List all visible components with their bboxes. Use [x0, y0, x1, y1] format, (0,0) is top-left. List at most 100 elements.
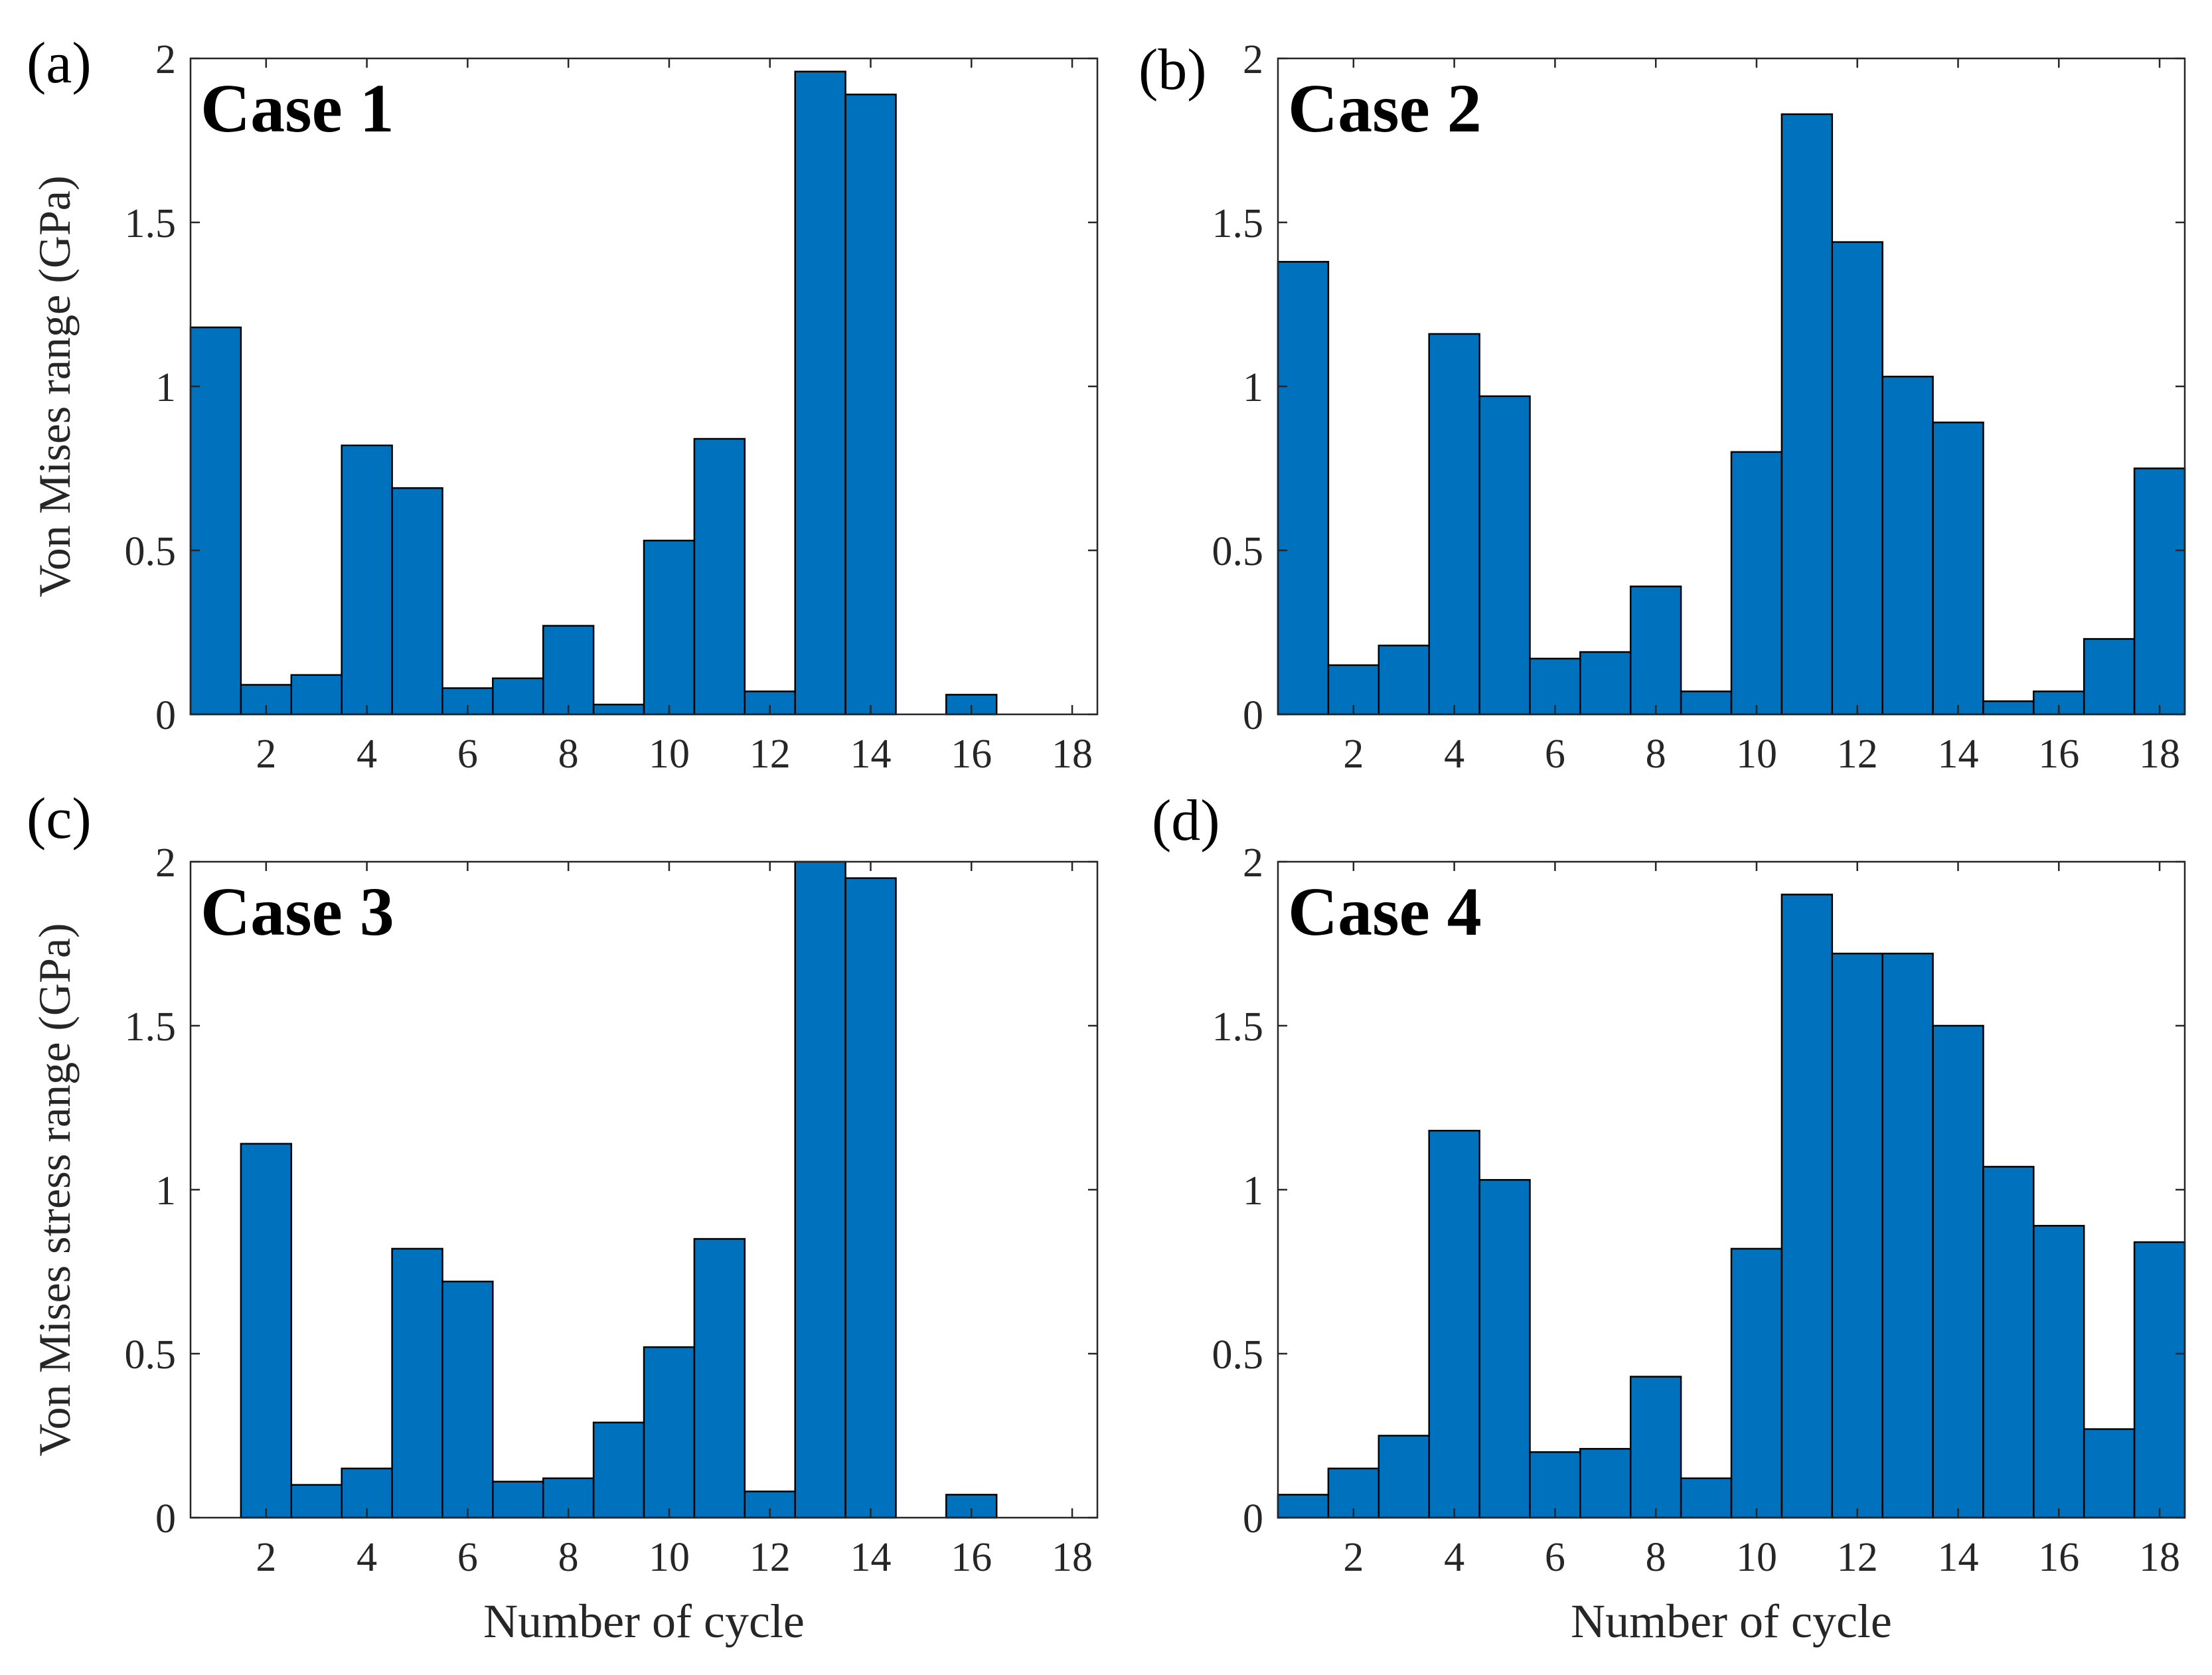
- case-title: Case 1: [200, 70, 394, 147]
- bar-cycle-4: [1428, 333, 1480, 716]
- bar-cycle-3: [1378, 645, 1430, 716]
- bar-cycle-4: [341, 444, 393, 716]
- bar-cycle-6: [441, 1281, 494, 1519]
- x-tick-label: 2: [256, 732, 276, 777]
- x-tick-label: 18: [2139, 732, 2180, 777]
- x-tick-label: 4: [356, 732, 377, 777]
- y-tick-label: 1: [155, 365, 176, 410]
- x-tick-label: 16: [951, 1535, 992, 1580]
- x-tick-label: 4: [1444, 732, 1464, 777]
- y-tick-label: 2: [155, 840, 176, 886]
- bar-cycle-3: [290, 674, 343, 716]
- bar-cycle-13: [794, 70, 846, 716]
- bar-cycle-7: [1579, 1448, 1632, 1519]
- bar-cycle-12: [1831, 953, 1883, 1519]
- bar-cycle-13: [794, 860, 846, 1519]
- x-tick-label: 12: [750, 1535, 791, 1580]
- x-tick-label: 16: [2038, 1535, 2079, 1580]
- y-tick-label: 1.5: [1212, 1004, 1264, 1050]
- x-tick-label: 18: [2139, 1535, 2180, 1580]
- y-tick-label: 0.5: [125, 1332, 177, 1378]
- bar-cycle-16: [2033, 1225, 2085, 1519]
- bar-cycle-9: [1680, 1477, 1733, 1519]
- x-tick-label: 8: [558, 732, 579, 777]
- bar-cycle-11: [693, 438, 746, 716]
- bar-cycle-11: [693, 1237, 746, 1519]
- y-tick-label: 2: [1243, 37, 1263, 82]
- bar-cycle-5: [391, 487, 443, 716]
- bar-cycle-5: [391, 1247, 443, 1519]
- bar-cycle-1: [1277, 1494, 1330, 1519]
- x-tick-label: 4: [1444, 1535, 1464, 1580]
- x-tick-label: 6: [1545, 732, 1565, 777]
- y-tick-label: 0: [155, 693, 176, 738]
- y-tick-label: 2: [1243, 840, 1263, 886]
- bar-cycle-18: [2133, 467, 2186, 716]
- y-tick-label: 0.5: [1212, 1332, 1264, 1378]
- panel-4: 2 4 6 8 10 12 14 16 18 0 0.5 1 1.5 2 Case 4 (d) Number o…: [1152, 789, 2186, 1648]
- bar-cycle-5: [1478, 395, 1531, 716]
- y-tick-label: 1: [1243, 1168, 1263, 1214]
- panel-label: (b): [1139, 38, 1207, 102]
- x-tick-label: 6: [457, 1535, 478, 1580]
- bar-cycle-10: [1730, 1247, 1783, 1519]
- x-tick-label: 10: [1736, 732, 1777, 777]
- bar-cycle-13: [1881, 375, 1934, 716]
- panel-3: 2 4 6 8 10 12 14 16 18 0 0.5 1 1.5 2 Case 3 (c) Von Mise…: [27, 787, 1099, 1648]
- bar-cycle-7: [492, 1480, 544, 1519]
- x-tick-label: 6: [1545, 1535, 1565, 1580]
- y-tick-label: 0.5: [125, 529, 177, 574]
- case-title: Case 2: [1288, 70, 1482, 147]
- y-axis-label: Von Mises range (GPa): [29, 175, 80, 597]
- x-tick-label: 16: [951, 732, 992, 777]
- bar-cycle-13: [1881, 953, 1934, 1519]
- x-tick-label: 8: [1646, 732, 1666, 777]
- bar-cycle-12: [1831, 241, 1883, 716]
- bar-cycle-14: [844, 877, 897, 1519]
- y-tick-label: 0.5: [1212, 529, 1264, 574]
- bar-cycle-3: [1378, 1435, 1430, 1519]
- x-tick-label: 12: [1837, 1535, 1878, 1580]
- bar-cycle-14: [1932, 1024, 1984, 1519]
- panel-label: (c): [27, 787, 92, 851]
- x-tick-label: 14: [1938, 732, 1979, 777]
- y-tick-label: 1.5: [125, 201, 177, 246]
- x-tick-label: 6: [457, 732, 478, 777]
- y-axis-label: Von Mises stress range (GPa): [29, 923, 80, 1456]
- panel-2: 2 4 6 8 10 12 14 16 18 0 0.5 1 1.5 2 Case 2 (b): [1139, 37, 2186, 777]
- x-tick-label: 10: [1736, 1535, 1777, 1580]
- bar-cycle-11: [1780, 113, 1834, 716]
- bar-cycle-14: [844, 94, 897, 716]
- x-tick-label: 14: [850, 1535, 892, 1580]
- x-tick-label: 10: [649, 1535, 690, 1580]
- bar-cycle-8: [542, 625, 595, 716]
- bar-cycle-2: [240, 1143, 293, 1519]
- bar-cycle-17: [2083, 1428, 2136, 1519]
- y-tick-label: 1.5: [125, 1004, 177, 1050]
- x-axis-label: Number of cycle: [1571, 1595, 1892, 1648]
- bar-cycle-7: [492, 677, 544, 716]
- x-tick-label: 2: [256, 1535, 276, 1580]
- bar-cycle-5: [1478, 1178, 1531, 1519]
- bar-cycle-1: [1277, 261, 1330, 716]
- y-tick-label: 0: [1243, 693, 1263, 738]
- x-tick-label: 8: [558, 1535, 579, 1580]
- bar-cycle-15: [1982, 1166, 2035, 1519]
- bar-cycle-11: [1780, 894, 1834, 1519]
- panel-label: (d): [1152, 789, 1220, 853]
- case-title: Case 3: [200, 874, 394, 950]
- bar-cycle-17: [2083, 638, 2136, 716]
- bar-cycle-14: [1932, 422, 1984, 716]
- bar-cycle-8: [1629, 586, 1682, 716]
- x-tick-label: 10: [649, 732, 690, 777]
- bar-cycle-10: [1730, 451, 1783, 716]
- x-tick-label: 4: [356, 1535, 377, 1580]
- x-tick-label: 18: [1052, 732, 1093, 777]
- bar-cycle-9: [1680, 690, 1733, 716]
- case-title: Case 4: [1288, 874, 1482, 950]
- bar-cycle-3: [290, 1484, 343, 1519]
- x-tick-label: 14: [850, 732, 892, 777]
- panel-label: (a): [27, 31, 92, 96]
- bar-cycle-18: [2133, 1241, 2186, 1519]
